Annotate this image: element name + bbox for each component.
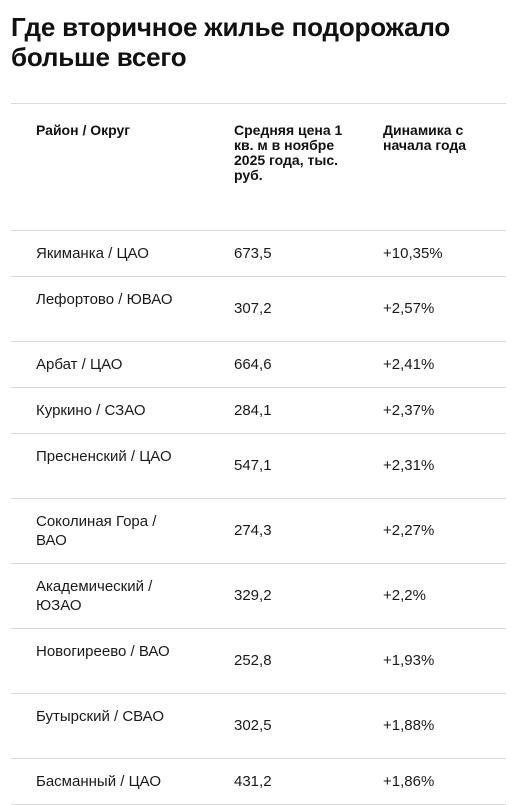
table-row: Якиманка / ЦАО 673,5 +10,35% [11,231,506,277]
price-cell: 547,1 [234,457,272,474]
header-price: Средняя цена 1 кв. м в ноябре 2025 года,… [234,122,343,183]
change-cell: +1,93% [383,652,435,669]
table-row: Новогиреево / ВАО 252,8 +1,93% [11,629,506,694]
change-cell: +2,2% [383,587,426,604]
district-cell: Пресненский / ЦАО [36,448,172,465]
table-row: Куркино / СЗАО 284,1 +2,37% [11,388,506,434]
price-cell: 302,5 [234,717,272,734]
district-cell: Арбат / ЦАО [36,356,123,373]
price-cell: 673,5 [234,245,272,262]
district-cell: Новогиреево / ВАО [36,643,170,660]
table-row: Басманный / ЦАО 431,2 +1,86% [11,759,506,805]
price-table: Район / Округ Средняя цена 1 кв. м в ноя… [11,103,506,805]
table-row: Соколиная Гора / ВАО 274,3 +2,27% [11,499,506,564]
district-cell: Куркино / СЗАО [36,402,146,419]
district-cell: Лефортово / ЮВАО [36,291,173,308]
price-cell: 284,1 [234,402,272,419]
change-cell: +10,35% [383,245,443,262]
price-cell: 431,2 [234,773,272,790]
price-cell: 307,2 [234,300,272,317]
price-cell: 329,2 [234,587,272,604]
page-title: Где вторичное жилье подорожало больше вс… [11,12,450,72]
header-district: Район / Округ [36,122,131,138]
change-cell: +2,41% [383,356,435,373]
district-cell: Академический / ЮЗАО [36,578,153,614]
table-row: Арбат / ЦАО 664,6 +2,41% [11,342,506,388]
change-cell: +2,27% [383,522,435,539]
table-row: Пресненский / ЦАО 547,1 +2,31% [11,434,506,499]
change-cell: +1,88% [383,717,435,734]
table-row: Лефортово / ЮВАО 307,2 +2,57% [11,277,506,342]
table-header: Район / Округ Средняя цена 1 кв. м в ноя… [11,104,506,231]
change-cell: +2,37% [383,402,435,419]
table-row: Академический / ЮЗАО 329,2 +2,2% [11,564,506,629]
district-cell: Соколиная Гора / ВАО [36,513,157,549]
district-cell: Басманный / ЦАО [36,773,162,790]
header-change: Динамика с начала года [383,122,467,153]
change-cell: +2,31% [383,457,435,474]
change-cell: +2,57% [383,300,435,317]
price-cell: 664,6 [234,356,272,373]
table-row: Бутырский / СВАО 302,5 +1,88% [11,694,506,759]
price-cell: 252,8 [234,652,272,669]
price-cell: 274,3 [234,522,272,539]
district-cell: Якиманка / ЦАО [36,245,149,262]
change-cell: +1,86% [383,773,435,790]
district-cell: Бутырский / СВАО [36,708,165,725]
